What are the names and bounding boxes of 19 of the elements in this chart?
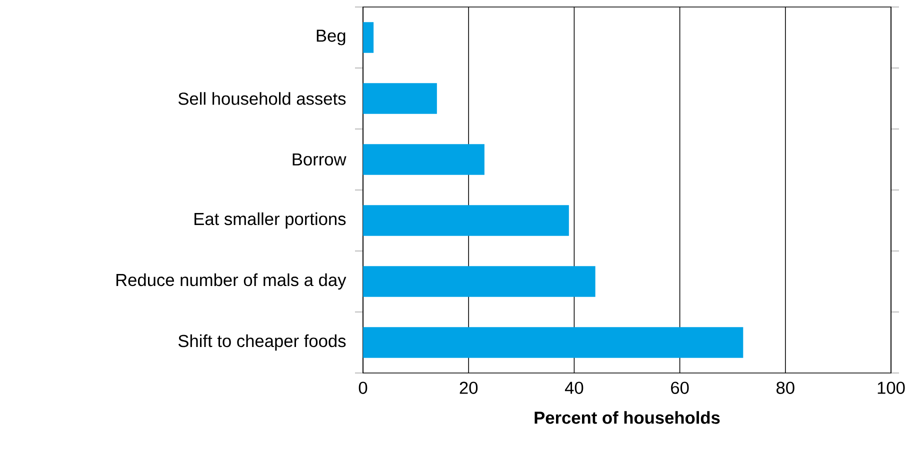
bar xyxy=(363,266,596,297)
x-tick-label: 0 xyxy=(358,382,368,394)
bar xyxy=(363,22,374,53)
bar xyxy=(363,144,484,175)
y-tick-label: Shift to cheaper foods xyxy=(178,334,346,351)
y-tick-label: Reduce number of mals a day xyxy=(116,273,346,290)
x-tick-label: 20 xyxy=(460,382,478,394)
bar xyxy=(363,327,744,358)
y-tick-label: Eat smaller portions xyxy=(194,212,346,229)
bar xyxy=(363,205,569,236)
bar xyxy=(363,83,437,114)
y-tick-label: Sell household assets xyxy=(178,92,346,105)
x-tick-label: 40 xyxy=(564,382,584,394)
x-axis-title: Percent of households xyxy=(534,411,720,424)
y-tick-label: Beg xyxy=(316,30,346,46)
x-tick-label: 80 xyxy=(776,382,794,394)
x-tick-label: 100 xyxy=(878,382,905,394)
x-tick-label: 60 xyxy=(671,382,689,394)
y-tick-label: Borrow xyxy=(292,153,346,166)
